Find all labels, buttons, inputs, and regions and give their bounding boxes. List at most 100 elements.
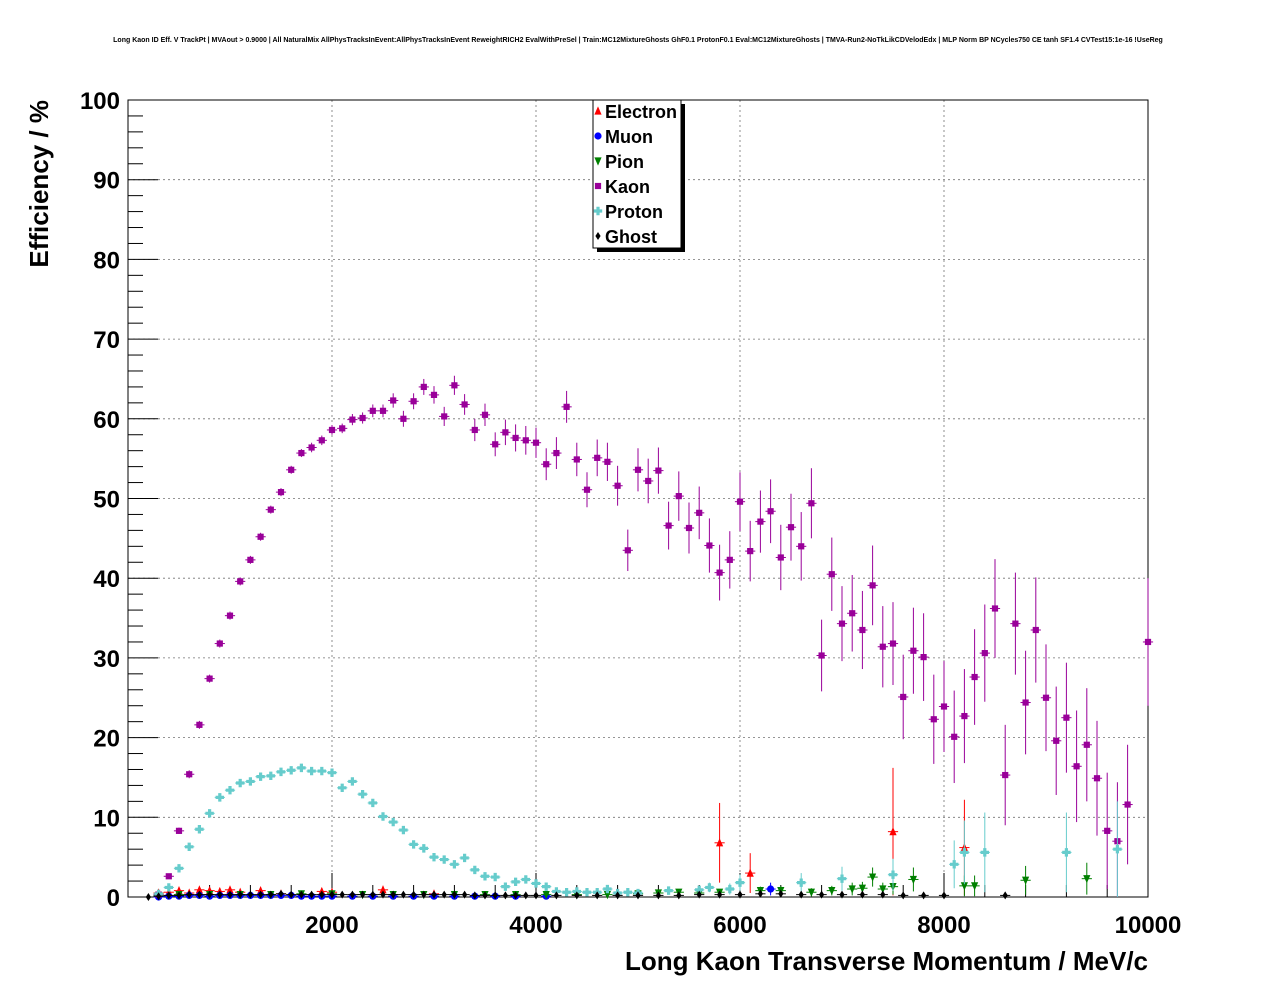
marker-ghost [696,890,702,899]
data-point-kaon [724,531,735,589]
marker-kaon [308,444,315,451]
data-point-proton [510,877,521,887]
data-point-ghost [163,891,174,900]
marker-ghost [268,890,274,899]
marker-kaon [849,610,856,617]
marker-proton [174,864,184,873]
marker-ghost [309,890,315,899]
marker-kaon [859,626,866,634]
marker-kaon [645,477,652,485]
data-point-proton [204,809,215,818]
marker-kaon [328,426,336,434]
marker-kaon [736,498,744,505]
marker-proton [225,786,235,795]
marker-ghost [553,891,559,900]
marker-proton [1113,844,1122,854]
marker-proton [695,885,704,895]
data-point-proton [541,882,552,891]
marker-ghost [594,891,600,900]
marker-kaon [216,640,223,647]
data-point-ghost [296,890,307,899]
marker-ghost [921,891,927,900]
marker-electron [746,868,754,877]
data-point-kaon [989,559,1001,658]
marker-ghost [166,891,172,900]
marker-ghost [217,890,223,899]
marker-ghost [247,890,253,899]
data-point-pion [806,888,817,897]
y-axis-label: Efficiency / % [24,100,54,268]
marker-kaon [838,620,846,627]
legend-item-kaon: Kaon [594,177,650,197]
data-point-ghost [612,891,623,900]
marker-proton [246,777,255,786]
data-point-kaon [1091,720,1103,836]
marker-ghost [717,890,723,899]
marker-proton [531,879,541,888]
data-point-kaon [408,393,419,410]
marker-proton [399,825,408,835]
marker-kaon [390,397,397,404]
data-point-pion [847,882,858,896]
data-point-ghost [388,890,399,899]
data-point-pion [908,867,919,892]
marker-ghost [615,891,621,900]
marker-kaon [573,456,580,463]
y-tick-label: 50 [93,487,120,514]
series-ghost [143,889,1011,901]
marker-kaon [277,489,285,496]
legend-marker-proton [593,206,603,216]
marker-kaon [767,508,774,515]
marker-ghost [900,891,906,900]
data-point-ghost [194,890,205,899]
marker-ghost [411,890,417,899]
data-point-kaon [816,619,827,692]
marker-kaon [563,403,570,410]
data-point-kaon [500,419,511,446]
marker-kaon [869,582,876,589]
marker-kaon [1093,775,1101,782]
marker-pion [869,873,877,882]
data-point-ghost [459,890,470,899]
marker-proton [164,883,173,892]
marker-kaon [165,873,172,880]
marker-kaon [257,533,264,540]
legend-item-pion: Pion [594,152,644,172]
marker-kaon [1144,638,1152,646]
data-point-ghost [877,890,888,899]
marker-kaon [461,401,468,408]
data-point-proton [949,840,960,889]
data-point-kaon [214,639,225,648]
data-point-kaon [551,437,562,470]
data-point-kaon [1081,688,1092,802]
marker-proton [256,772,265,781]
data-point-proton [296,763,307,773]
data-point-kaon [959,669,970,764]
marker-ghost [482,891,488,900]
marker-pion [879,885,887,894]
marker-kaon [910,647,917,654]
marker-kaon [318,437,325,444]
marker-ghost [859,890,865,899]
marker-proton [409,840,418,849]
data-point-kaon [898,654,909,740]
marker-pion [971,882,979,891]
data-point-ghost [255,890,266,899]
marker-kaon [226,612,234,619]
data-point-kaon [1122,744,1133,865]
marker-proton [287,766,296,775]
marker-proton [603,884,612,894]
data-point-ghost [938,891,950,900]
data-point-kaon [622,529,633,572]
data-point-ghost [204,890,215,899]
data-point-ghost [592,891,603,900]
legend-label-electron: Electron [605,102,677,122]
data-point-kaon [541,448,552,481]
marker-proton [378,812,388,821]
legend-label-pion: Pion [605,152,644,172]
data-point-ghost [275,889,287,898]
data-point-kaon [510,424,521,452]
marker-kaon [940,703,948,710]
marker-proton [429,852,439,862]
data-point-kaon [918,613,929,701]
